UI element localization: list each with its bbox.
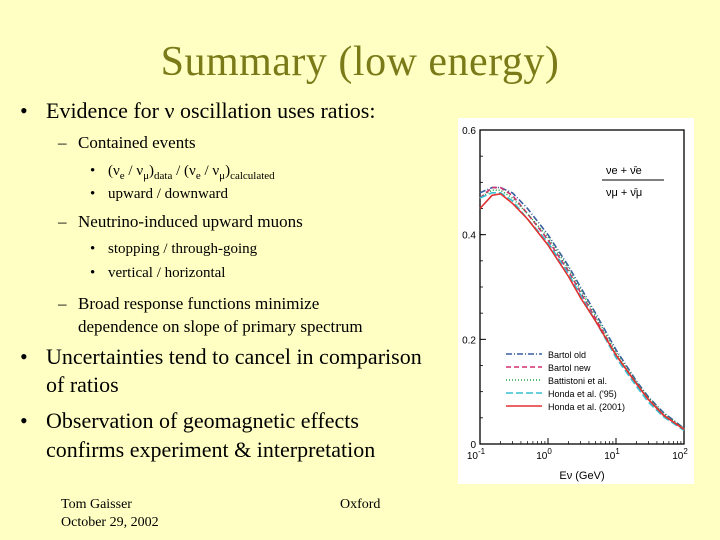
legend-label: Bartol old	[548, 350, 586, 360]
sub-broad-response-line1: Broad response functions minimize	[78, 294, 320, 313]
x-tick-label: 102	[672, 447, 688, 462]
bullet-dot: •	[90, 186, 96, 202]
bullet-dot: •	[90, 265, 96, 281]
bullet-uncertainties-line1: Uncertainties tend to cancel in comparis…	[46, 344, 422, 369]
ratio-chart: 0 0.2 0.4 0.6 10-1 100 101 102 νe + ν̄e νμ + ν̄…	[458, 118, 694, 484]
legend-label: Battistoni et al.	[548, 376, 607, 386]
bullet-geomagnetic-line1: Observation of geomagnetic effects	[46, 408, 359, 433]
legend-label: Honda et al. (2001)	[548, 402, 625, 412]
bullet-dot: •	[90, 241, 96, 257]
x-tick-label: 10-1	[467, 447, 486, 462]
legend-label: Honda et al. ('95)	[548, 389, 617, 399]
bullet-dot: •	[20, 344, 28, 369]
dash-marker: –	[58, 294, 67, 313]
ratio-chart-svg: 0 0.2 0.4 0.6 10-1 100 101 102 νe + ν̄e νμ + ν̄…	[462, 126, 688, 482]
bullet-dot: •	[20, 408, 28, 433]
series-line	[479, 192, 685, 430]
bullet-dot: •	[20, 98, 28, 123]
ratio-denominator: νμ + ν̄μ	[606, 187, 642, 199]
ratio-label: νe + ν̄e νμ + ν̄μ	[602, 165, 664, 199]
bullet-evidence-text: Evidence for ν oscillation uses ratios:	[46, 98, 376, 123]
footer-date: October 29, 2002	[61, 515, 159, 530]
dash-marker: –	[58, 212, 67, 231]
dash-marker: –	[58, 133, 67, 152]
slide-title: Summary (low energy)	[160, 39, 560, 85]
legend-label: Bartol new	[548, 363, 591, 373]
sub-broad-response-line2: dependence on slope of primary spectrum	[78, 317, 363, 336]
footer-place: Oxford	[340, 497, 381, 512]
bullet-geomagnetic-line2: confirms experiment & interpretation	[46, 437, 376, 462]
legend: Bartol old Bartol new Battistoni et al. Hon…	[506, 350, 625, 412]
ratio-numerator: νe + ν̄e	[606, 165, 642, 177]
sub-contained-events-text: Contained events	[78, 133, 196, 152]
item-stopping-text: stopping / through-going	[108, 241, 258, 257]
sub-upward-muons-text: Neutrino-induced upward muons	[78, 212, 303, 231]
y-tick-label: 0	[470, 440, 476, 451]
item-ratio-text: (νe / νμ)data / (νe / νμ)calculated	[108, 163, 275, 182]
item-updown-text: upward / downward	[108, 186, 228, 202]
bullet-uncertainties-line2: of ratios	[46, 372, 119, 397]
series-line	[479, 192, 685, 432]
footer-author: Tom Gaisser	[61, 497, 132, 512]
y-tick-label: 0.4	[462, 231, 476, 242]
item-vertical-text: vertical / horizontal	[108, 265, 226, 281]
series-line	[479, 189, 685, 429]
y-tick-label: 0.2	[462, 335, 476, 346]
bullet-dot: •	[90, 163, 96, 179]
x-tick-label: 101	[604, 447, 620, 462]
x-tick-label: 100	[536, 447, 552, 462]
y-tick-label: 0.6	[462, 126, 476, 137]
x-axis-label: Eν (GeV)	[559, 470, 604, 482]
